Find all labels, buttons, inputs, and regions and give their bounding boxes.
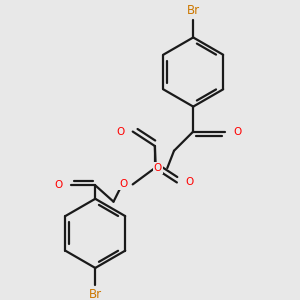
Text: O: O bbox=[116, 127, 124, 136]
Text: O: O bbox=[233, 127, 242, 136]
Text: O: O bbox=[55, 180, 63, 190]
Text: O: O bbox=[119, 179, 127, 189]
Text: Br: Br bbox=[187, 4, 200, 17]
Text: O: O bbox=[185, 178, 194, 188]
Text: Br: Br bbox=[89, 288, 102, 300]
Text: O: O bbox=[154, 163, 162, 173]
